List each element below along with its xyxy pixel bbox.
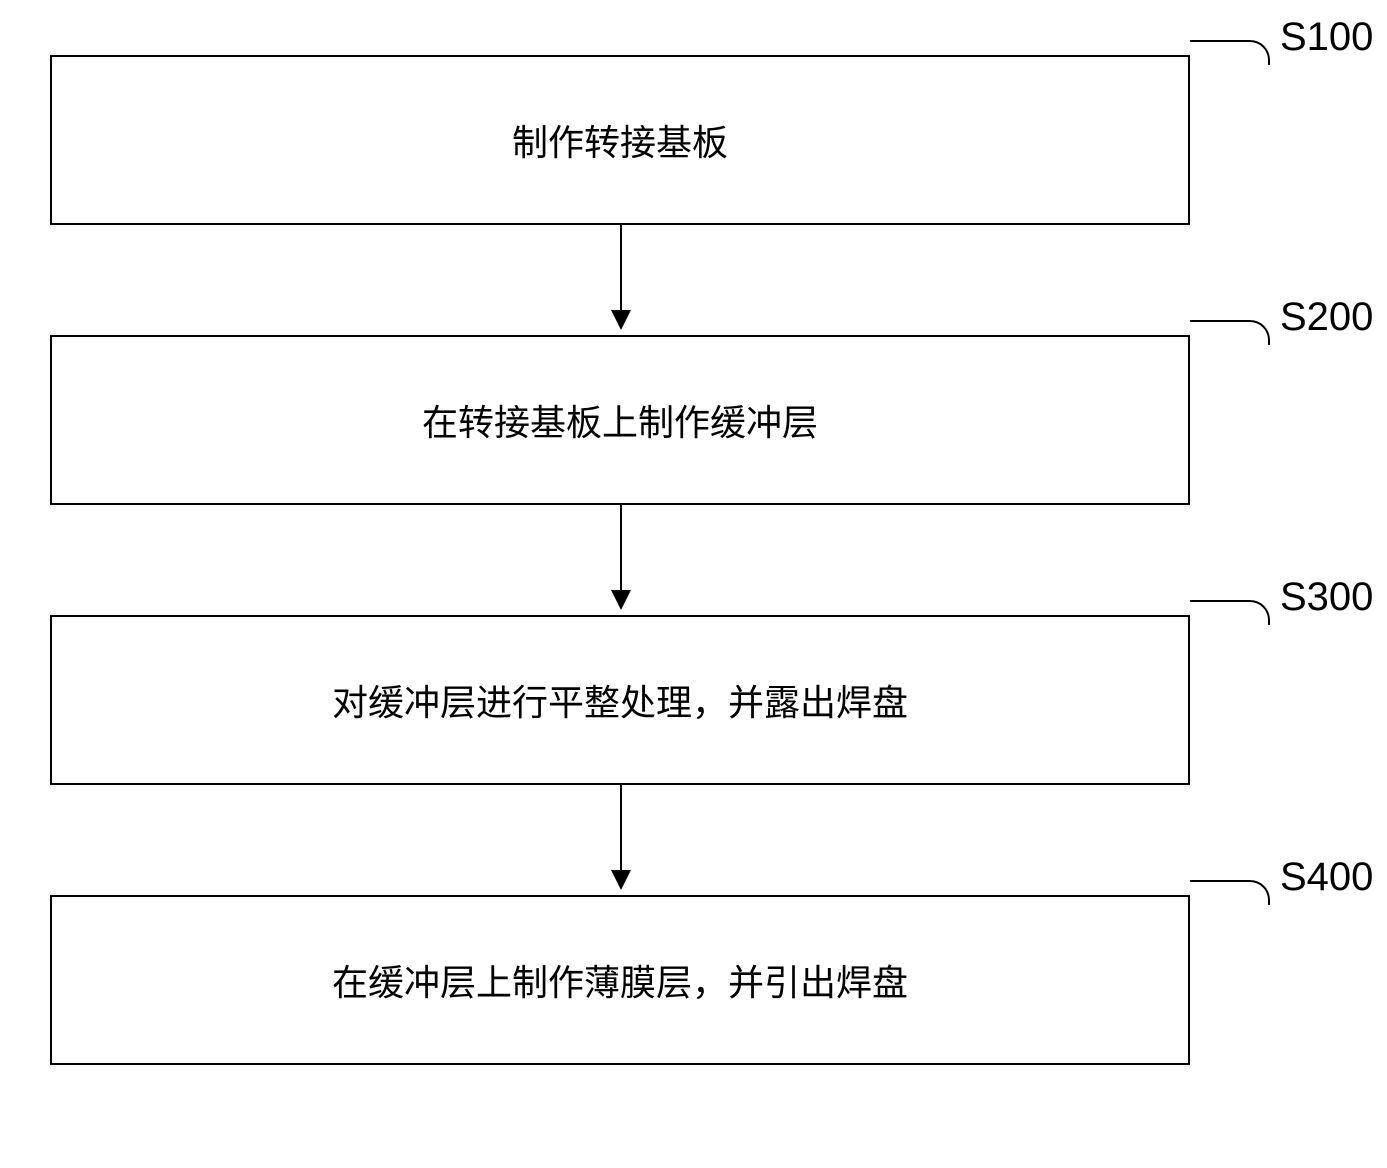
arrow-3 — [620, 785, 622, 890]
arrow-head-1 — [611, 310, 631, 330]
step-label-2: S200 — [1280, 295, 1373, 340]
arrow-1 — [620, 225, 622, 330]
step-text-4: 在缓冲层上制作薄膜层，并引出焊盘 — [332, 954, 908, 1006]
leader-line-2 — [1190, 320, 1270, 345]
arrow-head-3 — [611, 870, 631, 890]
arrow-head-2 — [611, 590, 631, 610]
leader-line-3 — [1190, 600, 1270, 625]
step-box-4: 在缓冲层上制作薄膜层，并引出焊盘 — [50, 895, 1190, 1065]
step-text-2: 在转接基板上制作缓冲层 — [422, 394, 818, 446]
arrow-2 — [620, 505, 622, 610]
arrow-line-3 — [620, 785, 622, 870]
step-box-3: 对缓冲层进行平整处理，并露出焊盘 — [50, 615, 1190, 785]
step-label-1: S100 — [1280, 15, 1373, 60]
arrow-line-2 — [620, 505, 622, 590]
step-label-4: S400 — [1280, 855, 1373, 900]
step-label-3: S300 — [1280, 575, 1373, 620]
step-text-1: 制作转接基板 — [512, 114, 728, 166]
step-box-2: 在转接基板上制作缓冲层 — [50, 335, 1190, 505]
step-text-3: 对缓冲层进行平整处理，并露出焊盘 — [332, 674, 908, 726]
leader-line-1 — [1190, 40, 1270, 65]
arrow-line-1 — [620, 225, 622, 310]
leader-line-4 — [1190, 880, 1270, 905]
flowchart-container: 制作转接基板 S100 在转接基板上制作缓冲层 S200 对缓冲层进行平整处理，… — [0, 0, 1387, 1168]
step-box-1: 制作转接基板 — [50, 55, 1190, 225]
